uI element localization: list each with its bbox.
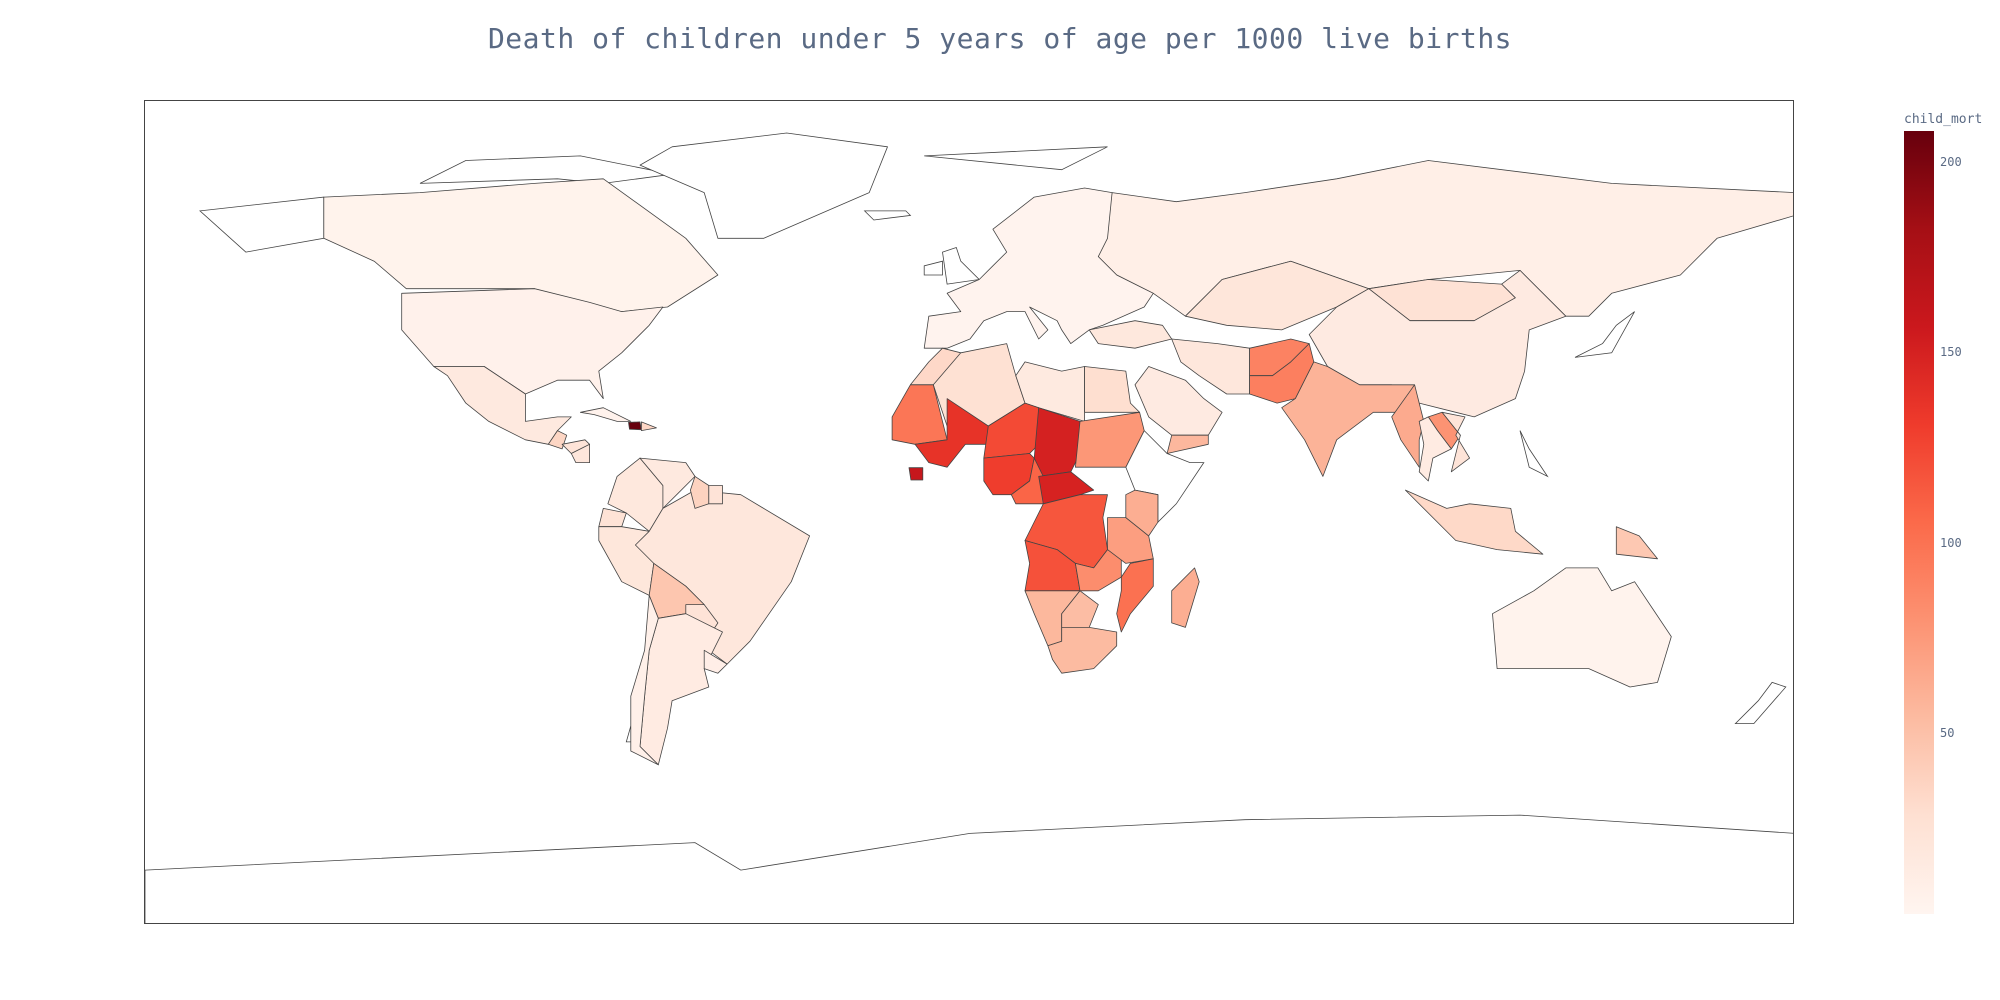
region-egypt[interactable]: Egypt: 29.1	[1084, 366, 1140, 413]
colorbar-tick-label: 100	[1940, 535, 1962, 550]
land-no-data	[1125, 429, 1205, 524]
colorbar-gradient	[1904, 131, 1934, 914]
colorbar-tick-label: 50	[1940, 726, 1955, 741]
region-thailand[interactable]: Thailand: 14.9	[1418, 416, 1452, 482]
world-map[interactable]: Canada: 5.6United States: 7.3Greenland: …	[145, 101, 1794, 924]
colorbar-tick-label: 200	[1940, 154, 1962, 169]
region-madagascar[interactable]: Madagascar: 62.2	[1171, 567, 1200, 628]
region-saudi-arabia[interactable]: Saudi Arabia: 15.7	[1134, 366, 1223, 436]
region-sudan[interactable]: Sudan: 76.7	[1075, 411, 1145, 468]
land-no-data	[1734, 681, 1787, 724]
region-cuba[interactable]: Cuba: 6	[579, 407, 632, 422]
colorbar	[1904, 131, 1934, 914]
land-no-data	[924, 146, 1108, 171]
region-pakistan[interactable]: Pakistan: 92.1	[1249, 343, 1315, 404]
land-no-data	[923, 260, 943, 276]
region-kenya[interactable]: Kenya: 62.2	[1125, 489, 1159, 537]
land-no-data	[145, 814, 1793, 923]
region-mozambique[interactable]: Mozambique: 101	[1116, 558, 1154, 633]
region-guyana[interactable]: Guyana: 37.6	[690, 475, 710, 509]
region-vietnam[interactable]: Vietnam: 23.3	[1441, 411, 1470, 473]
region-dominican-republic[interactable]: Dominican Republic: 34.4	[640, 421, 657, 432]
region-central-african-republic[interactable]: Central African Republic: 149	[1038, 471, 1095, 505]
region-indonesia[interactable]: Indonesia: 33.3	[1405, 489, 1544, 555]
region-south-africa[interactable]: South Africa: 53.7	[1047, 627, 1118, 674]
region-australia[interactable]: Australia: 4.8	[1492, 567, 1672, 688]
region-greenland[interactable]: Greenland: 0	[639, 132, 888, 239]
region-sierra-leone[interactable]: Sierra Leone: 160	[908, 467, 924, 481]
chart-title: Death of children under 5 years of age p…	[487, 22, 1513, 55]
region-suriname[interactable]: Suriname: 24.1	[708, 485, 723, 505]
region-yemen[interactable]: Yemen: 56.3	[1166, 434, 1209, 454]
region-uruguay[interactable]: Uruguay: 10.6	[703, 649, 728, 674]
land-no-data	[1574, 311, 1635, 358]
region-papua-new-guinea[interactable]: Papua New Guinea: 45	[1615, 526, 1658, 560]
land-no-data	[863, 210, 912, 221]
map-frame[interactable]: Canada: 5.6United States: 7.3Greenland: …	[144, 100, 1794, 924]
region-europe[interactable]: Europe: 4.5	[923, 187, 1154, 349]
region-chile[interactable]: Chile: 8.7	[630, 594, 659, 766]
land-no-data	[199, 196, 325, 253]
land-no-data	[1519, 430, 1549, 478]
region-botswana[interactable]: Botswana: 52.5	[1061, 590, 1099, 628]
region-venezuela[interactable]: Venezuela: 17.1	[639, 457, 696, 509]
region-haiti[interactable]: Haiti: 208	[628, 421, 642, 431]
region-zambia[interactable]: Zambia: 83.1	[1075, 549, 1122, 592]
region-iran[interactable]: Iran: 19.3	[1171, 338, 1250, 395]
colorbar-tick-label: 150	[1940, 345, 1962, 360]
region-nicaragua[interactable]: Nicaragua: 21	[570, 443, 591, 464]
land-no-data	[942, 246, 981, 285]
land-no-data	[419, 155, 673, 184]
colorbar-title: child_mort	[1904, 112, 1983, 127]
